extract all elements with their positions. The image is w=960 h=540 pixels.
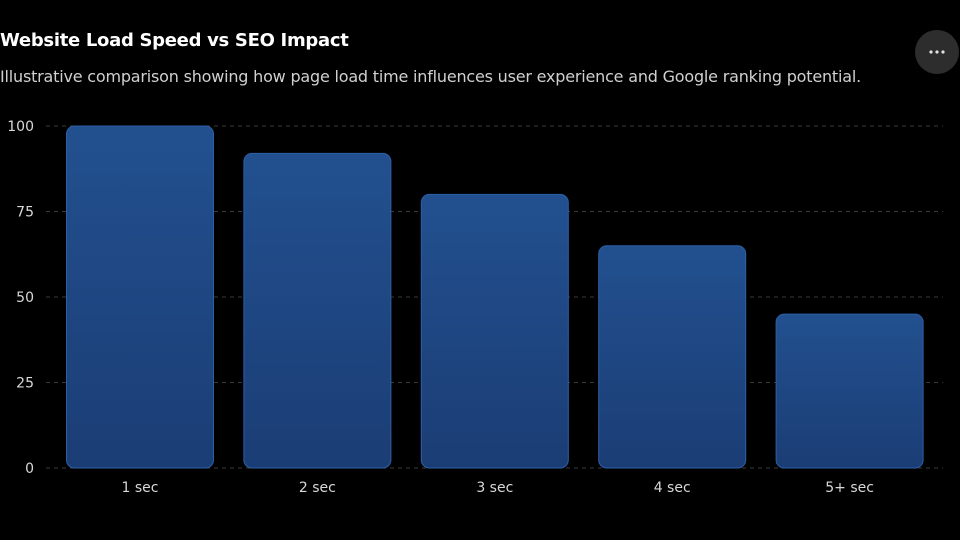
chart-subtitle: Illustrative comparison showing how page…	[0, 67, 861, 86]
y-tick-label: 25	[16, 376, 34, 392]
y-tick-label: 100	[7, 119, 34, 135]
x-tick-label: 2 sec	[299, 480, 336, 496]
bar-2-sec[interactable]	[243, 152, 392, 469]
x-tick-label: 3 sec	[476, 480, 513, 496]
y-tick-label: 75	[16, 205, 34, 221]
bar-5-sec[interactable]	[775, 313, 924, 469]
bar-1-sec[interactable]	[66, 125, 214, 469]
y-tick-label: 50	[16, 290, 34, 306]
chart-title: Website Load Speed vs SEO Impact	[0, 30, 349, 51]
more-options-button[interactable]	[915, 30, 959, 74]
x-tick-label: 5+ sec	[825, 480, 874, 496]
x-tick-label: 1 sec	[122, 480, 159, 496]
more-horizontal-icon	[929, 50, 945, 54]
bar-3-sec[interactable]	[420, 193, 569, 469]
y-axis: 0 25 50 75 100	[7, 119, 34, 477]
x-axis: 1 sec 2 sec 3 sec 4 sec 5+ sec	[122, 480, 874, 496]
bar-4-sec[interactable]	[598, 245, 747, 469]
bars	[66, 125, 924, 469]
y-tick-label: 0	[25, 461, 34, 477]
x-tick-label: 4 sec	[654, 480, 691, 496]
